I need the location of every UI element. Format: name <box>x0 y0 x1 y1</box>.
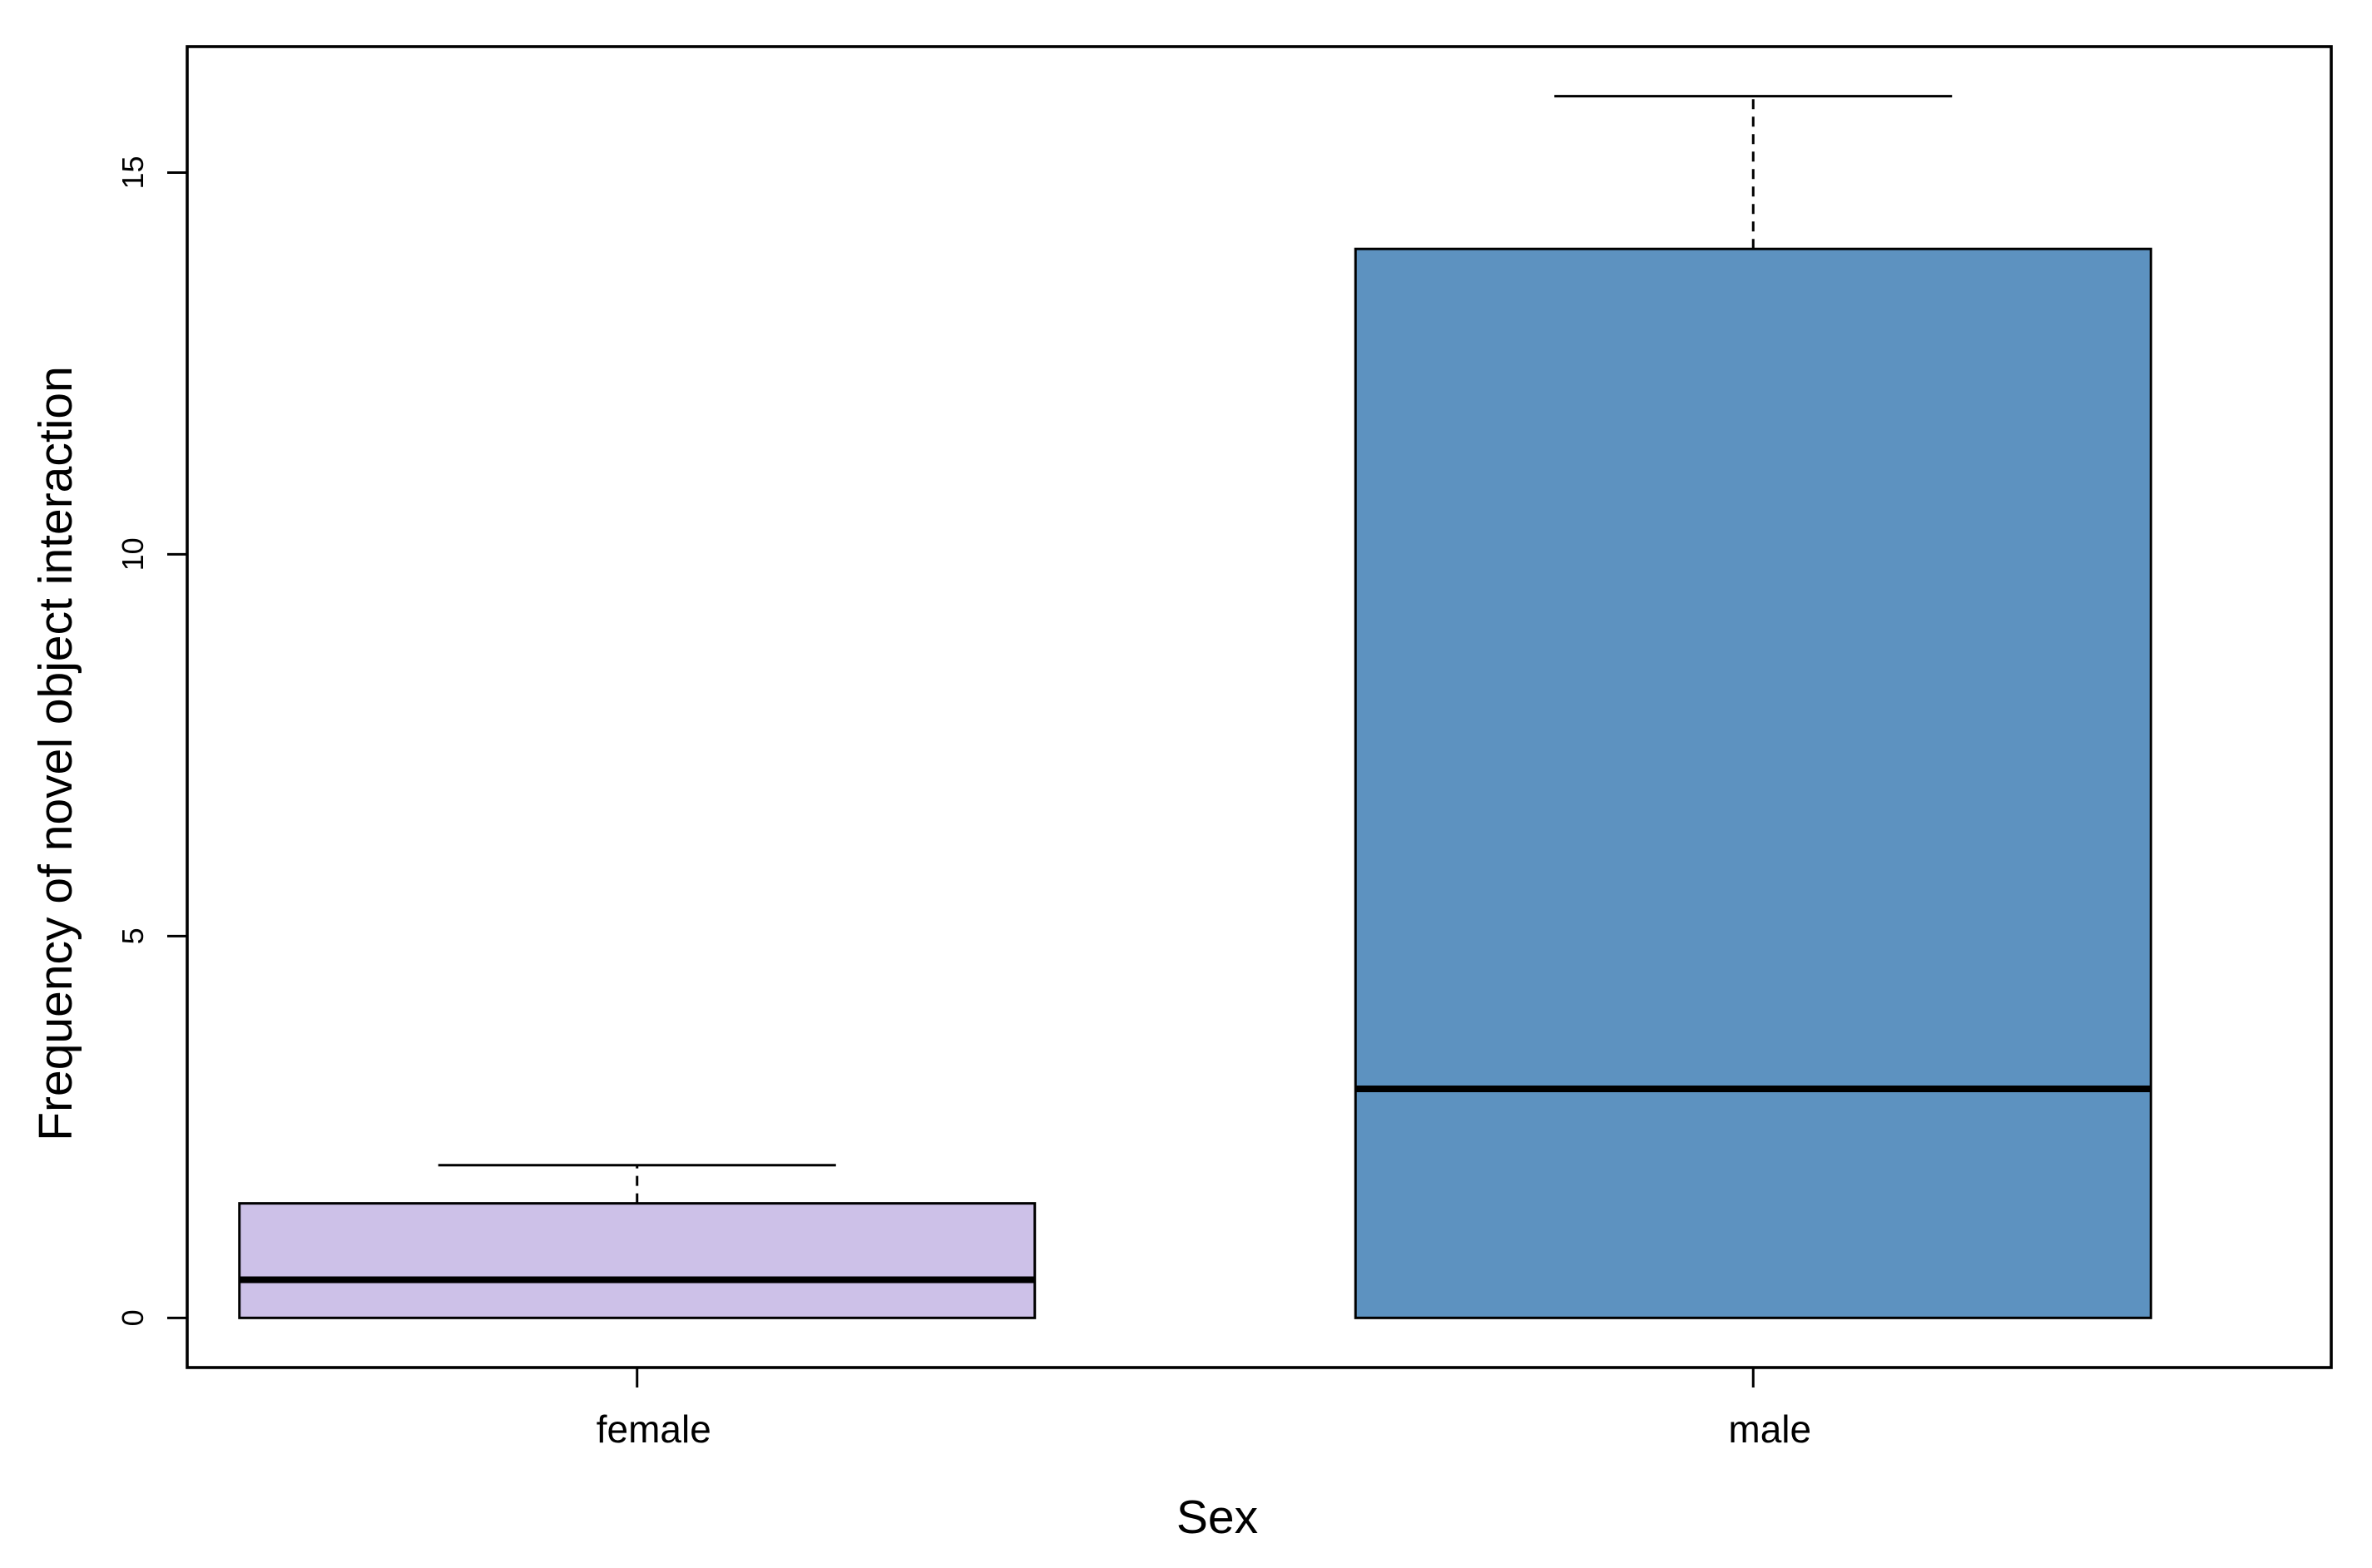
x-axis-title: Sex <box>1176 1491 1258 1544</box>
box-female <box>238 1164 1037 1319</box>
x-tick-label-male: male <box>1728 1407 1811 1451</box>
box-male <box>1354 95 2152 1319</box>
boxes-layer <box>238 95 2152 1319</box>
y-tick-label-0: 0 <box>116 1309 150 1326</box>
y-axis-title: Frequency of novel object interaction <box>29 366 82 1141</box>
x-tick-label-female: female <box>597 1407 711 1451</box>
x-axis: female male <box>597 1368 1811 1451</box>
iqr-box-female <box>238 1202 1037 1319</box>
y-tick-label-5: 5 <box>116 927 150 944</box>
iqr-box-male <box>1354 247 2152 1319</box>
y-tick-label-10: 10 <box>116 537 150 571</box>
y-axis: 0 5 10 15 <box>116 156 189 1326</box>
y-tick-label-15: 15 <box>116 156 150 189</box>
